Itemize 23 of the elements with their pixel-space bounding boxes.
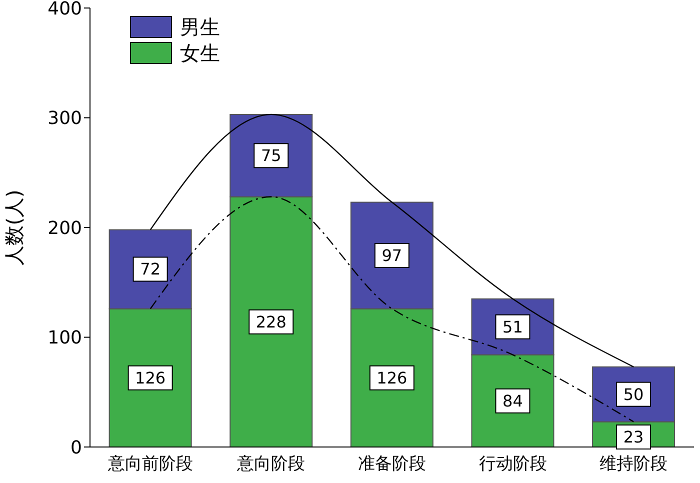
y-tick-label: 400: [48, 0, 82, 20]
data-label: 84: [502, 391, 523, 410]
x-tick-label: 准备阶段: [358, 454, 426, 474]
data-label: 228: [256, 312, 286, 332]
y-tick-label: 200: [48, 218, 82, 239]
legend-label: 女生: [180, 40, 220, 66]
data-label: 72: [140, 260, 161, 279]
x-tick-label: 意向前阶段: [106, 454, 193, 474]
data-label: 50: [623, 384, 644, 404]
x-tick-label: 维持阶段: [600, 454, 668, 474]
data-label: 97: [382, 246, 402, 265]
x-tick-label: 意向阶段: [236, 454, 306, 474]
y-tick-label: 100: [48, 328, 82, 349]
data-label: 23: [623, 428, 644, 446]
y-tick-label: 0: [70, 437, 82, 458]
y-tick-label: 300: [48, 108, 82, 130]
data-label: 126: [135, 368, 166, 388]
x-tick-label: 行动阶段: [478, 454, 547, 474]
data-label: 51: [502, 317, 523, 336]
data-label: 126: [376, 368, 408, 388]
y-axis-title: 人数(人): [2, 190, 26, 266]
legend-label: 男生: [180, 14, 220, 40]
data-label: 75: [260, 146, 282, 166]
